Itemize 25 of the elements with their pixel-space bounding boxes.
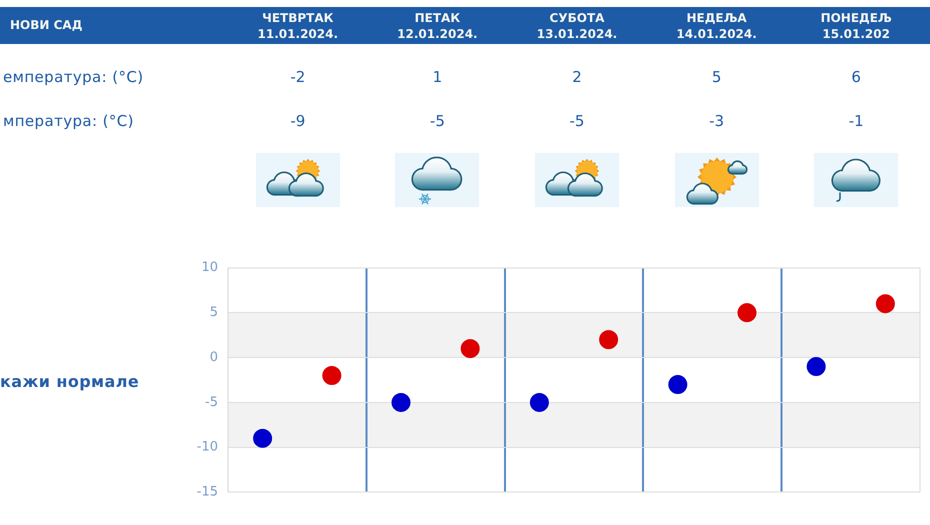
data-label: -5: [430, 111, 445, 131]
y-tick-label: 10: [201, 260, 218, 276]
text: ЧЕТВРТАК 11.01.2024.: [256, 10, 340, 42]
data-label: 6: [851, 67, 861, 87]
data-label: -2: [290, 67, 306, 87]
data-label: -3: [709, 111, 724, 131]
data-label: 2: [572, 67, 582, 87]
y-tick-label: 5: [210, 305, 218, 320]
text: мпература: (°C): [3, 111, 134, 131]
text: ПЕТАК 12.01.2024.: [396, 10, 479, 42]
data-label: 1: [432, 67, 442, 87]
data-label: -5: [570, 111, 584, 131]
y-tick-label: 0: [210, 350, 218, 365]
data-label: 5: [712, 67, 722, 87]
y-tick-label: -15: [196, 484, 218, 500]
y-tick-label: -10: [196, 440, 218, 455]
data-label: -9: [290, 111, 306, 131]
data-label: -1: [848, 111, 864, 131]
text: НОВИ САД: [10, 17, 82, 34]
y-tick-label: -5: [205, 394, 218, 410]
text: ПОНЕДЕЉ 15.01.202: [820, 10, 893, 42]
text: НЕДЕЉА 14.01.2024.: [675, 10, 758, 42]
text: кажи нормале: [0, 371, 140, 393]
text: емпература: (°C): [3, 67, 144, 87]
text: СУБОТА 13.01.2024.: [536, 10, 618, 42]
